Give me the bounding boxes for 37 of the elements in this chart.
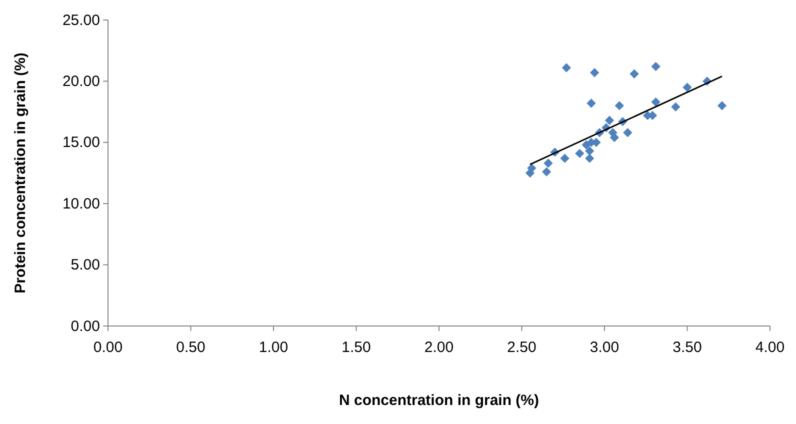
point (651, 62, 660, 72)
point (575, 148, 584, 158)
x-axis-title: N concentration in grain (%) (338, 392, 540, 409)
point (604, 116, 614, 125)
point (562, 63, 572, 72)
x-tick-label: 2.50 (507, 339, 536, 356)
point (542, 167, 552, 176)
point (651, 97, 660, 107)
x-tick-label: 0.50 (176, 339, 206, 356)
x-tick-label: 4.00 (755, 339, 785, 356)
point (590, 68, 600, 78)
y-tick-label: 15.00 (62, 134, 100, 152)
x-tick-label: 0.00 (93, 339, 123, 356)
x-tick-label: 2.00 (424, 339, 454, 356)
point (614, 101, 624, 110)
y-tick-label: 5.00 (70, 256, 100, 274)
point (623, 128, 632, 138)
point (585, 154, 594, 163)
point (525, 168, 535, 178)
point (560, 154, 570, 163)
point (586, 98, 596, 108)
point (682, 82, 692, 92)
y-axis-title: Protein concentration in grain (%) (12, 52, 29, 294)
x-tick-label: 1.00 (258, 339, 288, 356)
point (585, 146, 594, 156)
point (630, 69, 639, 78)
point (717, 101, 727, 110)
x-tick-label: 3.00 (590, 339, 620, 356)
y-tick-label: 25.00 (62, 12, 100, 29)
x-tick-label: 3.50 (672, 339, 702, 356)
y-tick-label: 10.00 (62, 195, 100, 212)
point (610, 132, 620, 142)
point (544, 158, 553, 168)
y-tick-label: 0.00 (70, 318, 100, 335)
x-tick-label: 1.50 (342, 339, 371, 356)
y-tick-label: 20.00 (62, 73, 100, 90)
point (671, 102, 680, 112)
